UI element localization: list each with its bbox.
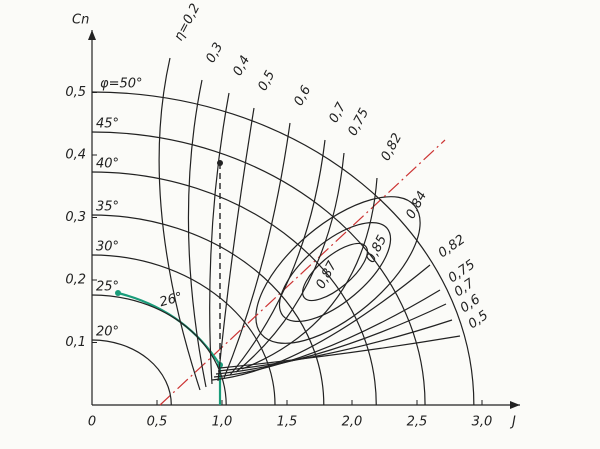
y-tick-label: 0,2 (65, 273, 86, 288)
eta-contour (278, 222, 392, 322)
phi-label: 25° (96, 280, 119, 295)
phi-label: φ=50° (100, 77, 143, 92)
eta-curve (158, 57, 201, 391)
eta-curve (235, 152, 345, 373)
path-label: 26° (158, 290, 184, 310)
eta-label: 0,5 (255, 68, 278, 93)
phi-label: 45° (96, 117, 119, 132)
y-tick-label: 0,5 (65, 85, 86, 100)
phi-label: 40° (96, 157, 119, 172)
phi-label: 20° (96, 325, 119, 340)
curves (88, 30, 520, 409)
y-tick-label: 0,4 (65, 148, 86, 163)
eta-curve (219, 335, 461, 369)
phi-arc (91, 131, 426, 406)
eta-label: 0,82 (436, 232, 468, 261)
eta-curve (213, 289, 441, 378)
x-tick-label: 0 (88, 415, 96, 430)
eta-label: η=0,2 (171, 1, 203, 43)
phi-arc (91, 339, 172, 406)
eta-curve (229, 139, 326, 376)
y-tick-label: 0,1 (65, 335, 86, 350)
eta-curve (223, 122, 291, 379)
eta-curve (217, 319, 453, 372)
x-tick-label: 2,0 (342, 415, 363, 430)
phi-arc (91, 214, 325, 406)
phi-arc (91, 171, 377, 406)
phi-arc (91, 254, 276, 406)
y-axis-label: Cn (72, 13, 89, 28)
phi-label: 35° (96, 200, 119, 215)
eta-label: 0,85 (363, 233, 390, 266)
point (115, 290, 121, 296)
x-tick-label: 3,0 (472, 415, 493, 430)
phi-arc (91, 91, 475, 406)
y-tick-label: 0,3 (65, 210, 86, 225)
eta-curve (209, 92, 230, 385)
eta-label: 0,6 (291, 83, 314, 108)
eta-label: 0,75 (345, 106, 372, 139)
x-tick-label: 1,0 (212, 415, 233, 430)
x-tick-label: 1,5 (277, 415, 298, 430)
phi-label: 30° (96, 240, 119, 255)
eta-label: 0,82 (378, 131, 405, 164)
eta-label: 0,84 (403, 189, 430, 222)
optimum-line (159, 139, 446, 406)
x-tick-label: 0,5 (147, 415, 168, 430)
eta-label: 0,3 (203, 40, 226, 65)
eta-curve (217, 107, 255, 382)
eta-contour (255, 196, 421, 344)
phi-arc (91, 294, 227, 406)
eta-curve (211, 264, 431, 381)
eta-curve (215, 303, 447, 375)
x-axis-label: J (509, 415, 516, 430)
x-tick-label: 2,5 (407, 415, 428, 430)
eta-label: 0,7 (326, 100, 349, 126)
eta-curve (241, 177, 378, 370)
eta-label: 0,4 (230, 53, 253, 78)
eta-curve (187, 79, 207, 388)
